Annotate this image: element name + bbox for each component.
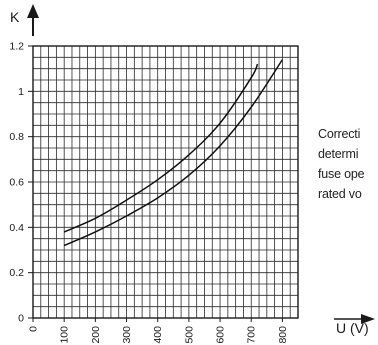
side-note-line: rated vo	[318, 187, 362, 201]
y-axis-arrow-icon	[27, 4, 39, 36]
y-tick-label: 1.2	[9, 41, 24, 53]
series-lines	[63, 59, 284, 247]
x-tick-label: 100	[59, 326, 71, 344]
x-tick-label: 800	[277, 326, 289, 344]
x-tick-label: 200	[90, 326, 102, 344]
y-tick-labels: 0 0.2 0.4 0.6 0.8 1 1.2	[9, 41, 33, 325]
x-tick-label: 600	[215, 326, 227, 344]
y-tick-label: 0.2	[9, 267, 24, 279]
side-note-line: fuse ope	[318, 167, 365, 181]
y-tick-label: 0.4	[9, 222, 24, 234]
y-tick-label: 0.8	[9, 131, 24, 143]
series-line-1	[63, 63, 259, 233]
side-note-line: determi	[318, 147, 359, 161]
y-axis-label: K	[10, 9, 20, 25]
x-tick-label: 300	[121, 326, 133, 344]
x-tick-label: 500	[183, 326, 195, 344]
y-tick-label: 0.6	[9, 177, 24, 189]
x-tick-label: 0	[28, 326, 40, 332]
side-note: Correcti determi fuse ope rated vo	[318, 124, 378, 204]
x-tick-label: 700	[246, 326, 258, 344]
series-line-2	[63, 59, 284, 247]
x-axis-label: U (V)	[336, 320, 369, 336]
x-tick-label: 400	[152, 326, 164, 344]
x-axis-arrow-icon	[334, 314, 375, 324]
x-tick-labels: 0 100 200 300 400 500 600 700 800	[28, 318, 289, 344]
y-tick-label: 0	[18, 313, 24, 325]
y-tick-label: 1	[18, 86, 24, 98]
grid	[32, 45, 299, 319]
side-note-line: Correcti	[318, 127, 361, 141]
